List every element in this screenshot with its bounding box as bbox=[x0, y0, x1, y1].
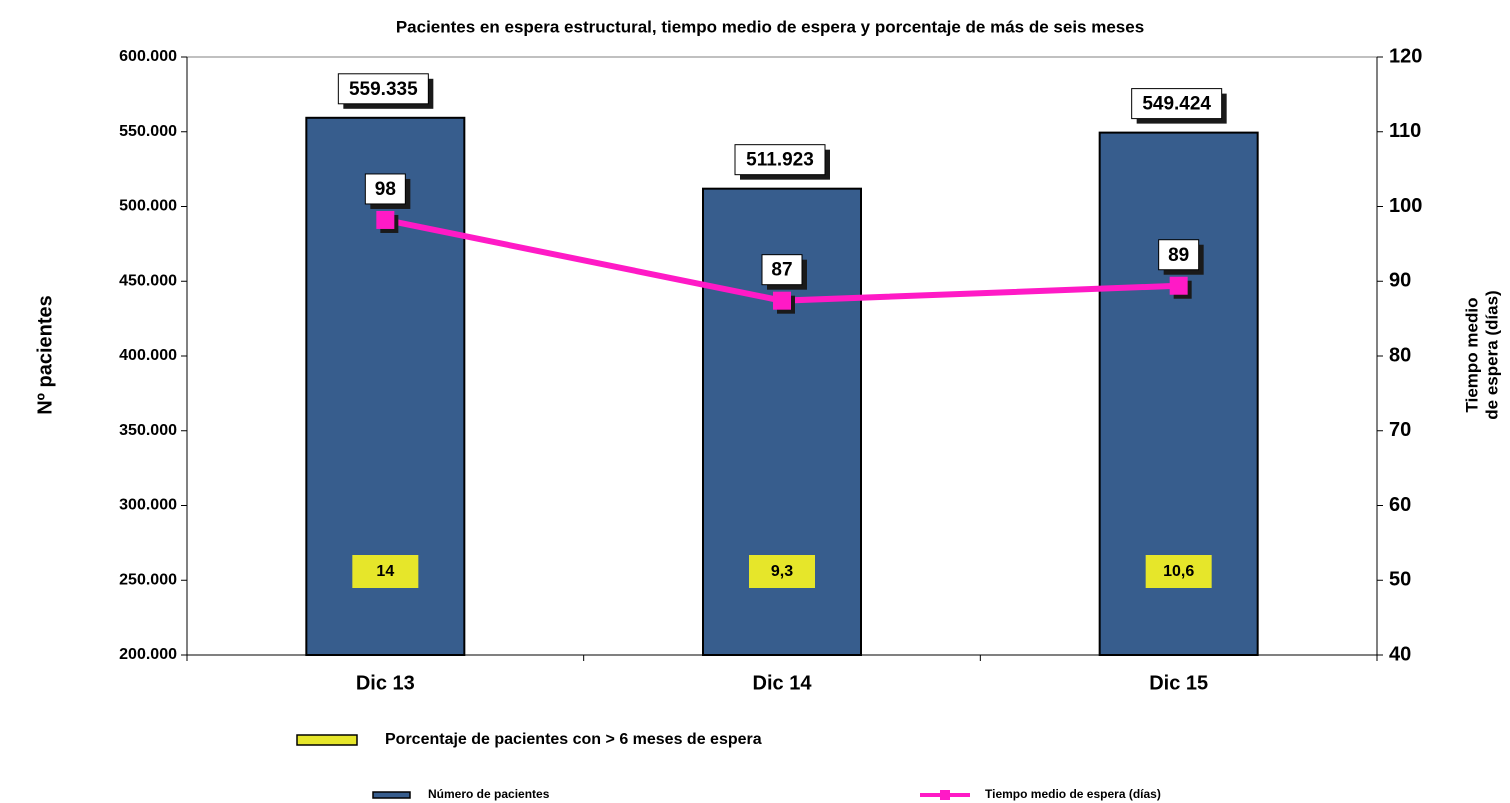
y-tick-label: 350.000 bbox=[119, 422, 177, 439]
y2-tick-label: 100 bbox=[1389, 195, 1422, 217]
line-value-label: 98 bbox=[375, 179, 396, 200]
bar-value-label: 511.923 bbox=[746, 150, 814, 171]
y-tick-label: 300.000 bbox=[119, 497, 177, 514]
legend-swatch bbox=[296, 734, 358, 746]
line-value-label-box bbox=[364, 173, 406, 205]
x-tick-label: Dic 15 bbox=[1149, 672, 1208, 694]
y-tick-label: 550.000 bbox=[119, 123, 177, 140]
y2-tick-label: 70 bbox=[1389, 419, 1411, 441]
bar-value-label-box bbox=[1131, 88, 1223, 120]
y2-tick-label: 80 bbox=[1389, 344, 1411, 366]
y2-tick-label: 40 bbox=[1389, 643, 1411, 665]
legend-marker bbox=[940, 790, 950, 800]
legend-label: Número de pacientes bbox=[428, 787, 550, 801]
x-tick-label: Dic 13 bbox=[356, 672, 415, 694]
marker bbox=[1169, 276, 1188, 295]
y2-tick-label: 120 bbox=[1389, 45, 1422, 67]
y-tick-label: 450.000 bbox=[119, 272, 177, 289]
y-tick-label: 250.000 bbox=[119, 571, 177, 588]
y2-tick-label: 50 bbox=[1389, 569, 1411, 591]
percent-box bbox=[352, 555, 419, 588]
x-tick-label: Dic 14 bbox=[753, 672, 813, 694]
legend-label: Tiempo medio de espera (días) bbox=[985, 787, 1161, 801]
y2-axis-title: Tiempo medio bbox=[1462, 298, 1481, 413]
y2-tick-label: 90 bbox=[1389, 270, 1411, 292]
bar-value-label-box bbox=[337, 73, 429, 105]
percent-box bbox=[749, 555, 815, 588]
marker bbox=[773, 291, 791, 310]
y2-tick-label: 110 bbox=[1389, 120, 1421, 142]
line-value-label-box bbox=[761, 254, 803, 286]
bar-value-label: 559.335 bbox=[349, 79, 418, 100]
percent-label: 14 bbox=[376, 563, 394, 580]
y-tick-label: 400.000 bbox=[119, 347, 177, 364]
y-tick-label: 500.000 bbox=[119, 198, 177, 215]
percent-box bbox=[1145, 555, 1212, 588]
bar-value-label: 549.424 bbox=[1142, 94, 1211, 115]
chart-title: Pacientes en espera estructural, tiempo … bbox=[396, 17, 1144, 36]
bar-value-label-box bbox=[734, 144, 826, 176]
percent-label: 9,3 bbox=[771, 563, 793, 580]
line-value-label: 87 bbox=[771, 260, 792, 281]
percent-label: 10,6 bbox=[1163, 563, 1194, 580]
line-value-label-box bbox=[1158, 239, 1200, 271]
y-tick-label: 600.000 bbox=[119, 48, 177, 65]
marker bbox=[376, 210, 395, 229]
y-tick-label: 200.000 bbox=[119, 646, 177, 663]
legend-swatch bbox=[372, 791, 411, 799]
y2-tick-label: 60 bbox=[1389, 494, 1411, 516]
legend-label: Porcentaje de pacientes con > 6 meses de… bbox=[385, 731, 762, 748]
y-axis-title: Nº pacientes bbox=[34, 295, 56, 415]
line-value-label: 89 bbox=[1168, 245, 1189, 266]
y2-axis-title: de espera (días) bbox=[1482, 290, 1501, 419]
